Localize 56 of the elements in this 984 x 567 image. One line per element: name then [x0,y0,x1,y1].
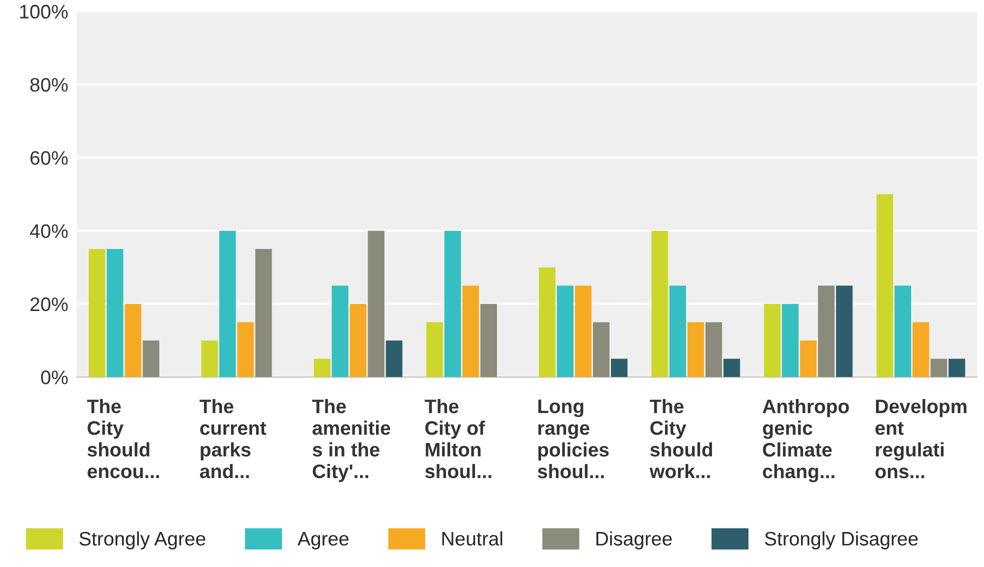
bar [538,267,556,378]
bar [836,286,853,378]
bar [444,230,461,378]
x-tick-label: Developm ent regulati ons... [875,399,966,478]
y-tick-label: 80% [30,78,68,92]
bar [764,304,781,378]
legend-label: Neutral [442,531,502,546]
bar [782,304,799,378]
bar [332,286,348,378]
bar [723,358,740,378]
x-tick-label: The City of Milton shoul... [424,399,492,478]
bar [592,322,610,378]
bar [426,322,443,378]
bar [948,358,966,378]
legend-label: Strongly Disagree [764,531,918,550]
bar [314,358,330,378]
bar [237,322,254,378]
bar [368,230,384,378]
bar [386,340,402,378]
bar [106,249,124,378]
bar [142,340,160,378]
bar [88,249,106,378]
bar [219,230,236,378]
bar [201,340,218,378]
y-tick-label: 0% [41,370,68,384]
bar [651,230,668,378]
x-tick-label: Anthropo genic Climate chang... [762,399,849,482]
bar [800,340,817,378]
bar [574,286,592,378]
bar [912,322,930,378]
x-tick-label: The City should work... [650,399,712,478]
bar [705,322,722,378]
bar [818,286,835,378]
bar [462,286,479,378]
legend-label: Strongly Agree [79,531,206,550]
y-tick-label: 20% [30,297,68,312]
bar [669,286,686,378]
bar [687,322,704,378]
legend-label: Agree [298,532,349,550]
bar [124,304,142,378]
x-tick-label: The amenitie s in the City'... [312,399,390,482]
legend-label: Disagree [596,531,672,550]
bar [930,358,948,378]
y-tick-label: 100% [20,4,68,19]
bar [894,286,912,378]
bar [350,304,366,378]
x-tick-label: The current parks and... [200,399,266,478]
bar [610,358,628,378]
bar [480,304,497,378]
bar [876,194,894,378]
bar [255,249,272,378]
bar [556,286,574,378]
y-tick-label: 40% [30,224,68,238]
y-tick-label: 60% [30,151,68,165]
x-tick-label: Long range policies shoul... [538,400,609,478]
x-tick-label: The City should encou... [87,399,160,478]
